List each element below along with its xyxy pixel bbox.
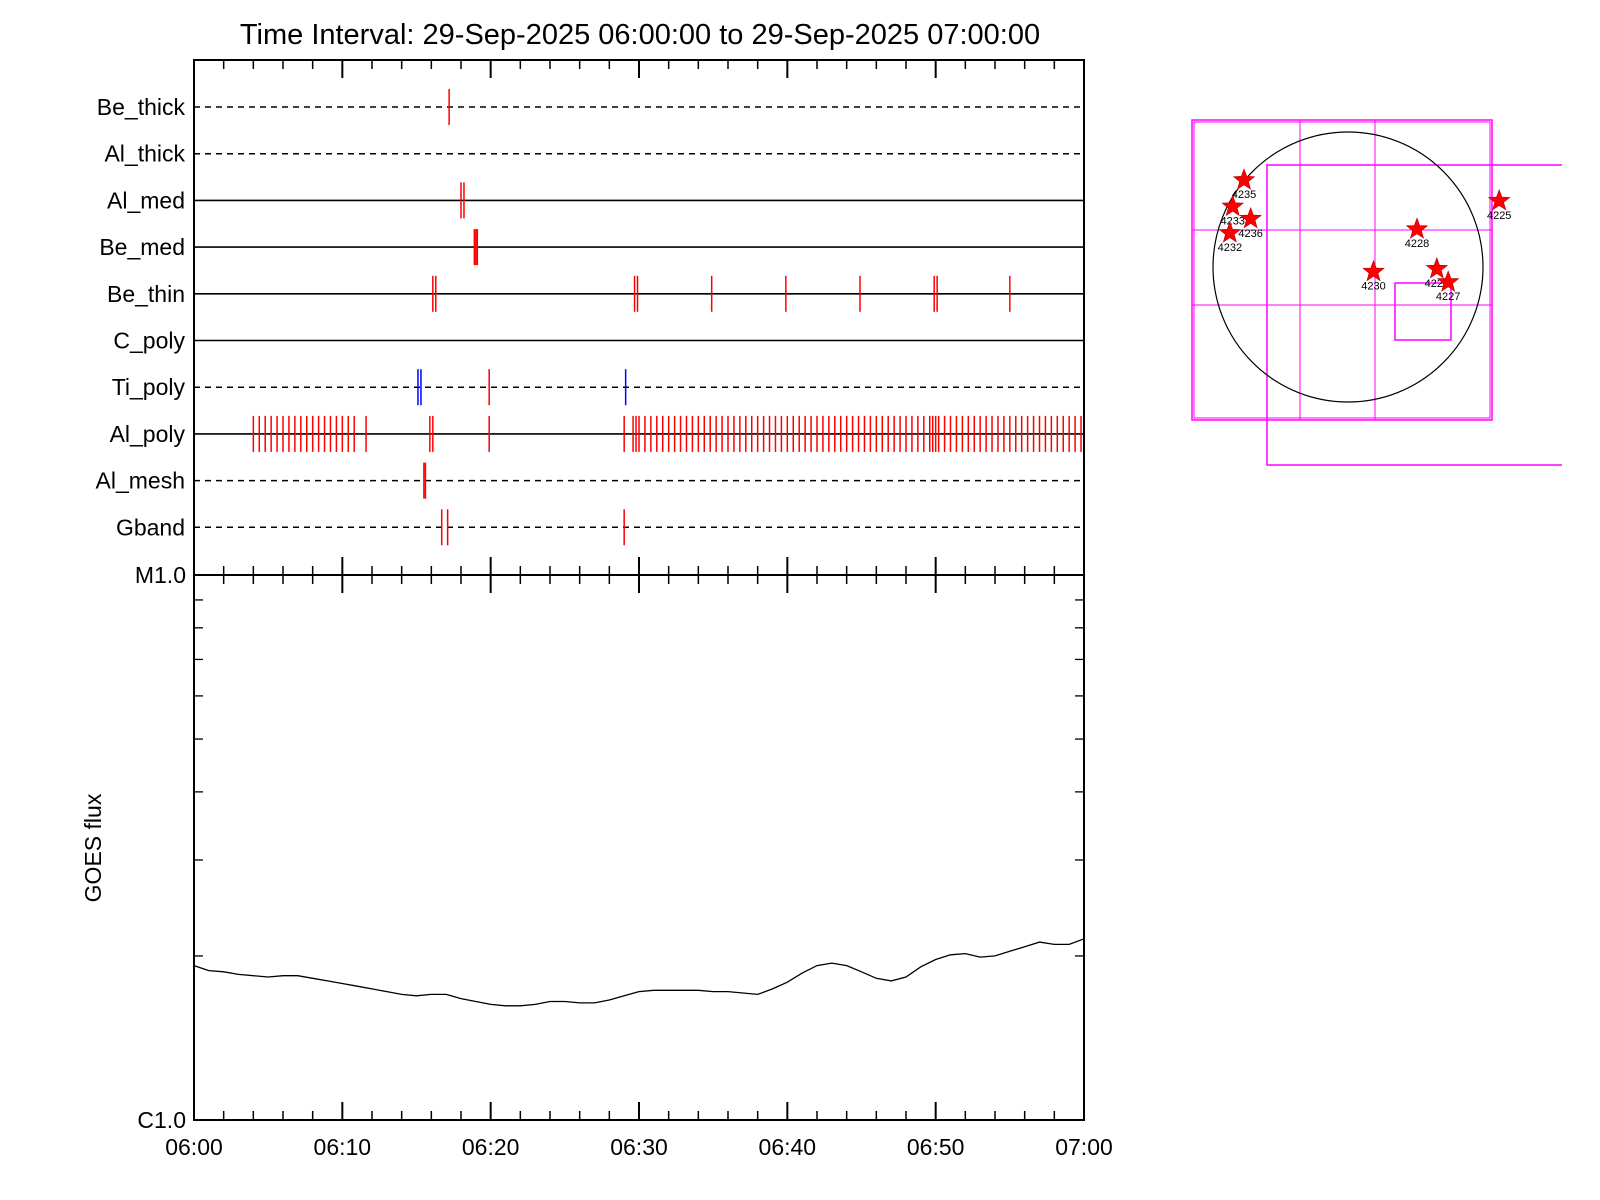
raster-panel: Be_thick Al_thick Al_med Be_med Be_thin C_pol… bbox=[96, 59, 1085, 576]
raster-row-labels: Be_thick Al_thick Al_med Be_med Be_thin C_pol… bbox=[96, 94, 186, 540]
region-star bbox=[1221, 194, 1245, 217]
map-box-small bbox=[1394, 282, 1452, 341]
row-label-Be_thin: Be_thin bbox=[107, 281, 185, 307]
region-label: 4225 bbox=[1487, 210, 1511, 222]
flux-panel: 06:00 06:10 06:20 06:30 06:40 06:50 07:00 C1.0… bbox=[80, 562, 1113, 1160]
flux-y-axis-label: GOES flux bbox=[80, 793, 106, 902]
region-label: 4230 bbox=[1361, 281, 1385, 293]
x-tick-label: 06:40 bbox=[759, 1134, 817, 1160]
raster-ticks bbox=[193, 60, 1085, 575]
x-tick-label: 06:10 bbox=[314, 1134, 372, 1160]
row-label-Be_med: Be_med bbox=[99, 234, 185, 260]
flux-ticks bbox=[193, 575, 1085, 1120]
region-star bbox=[1218, 221, 1242, 243]
x-tick-label: 06:20 bbox=[462, 1134, 520, 1160]
x-tick-label: 06:00 bbox=[165, 1134, 223, 1160]
map-box-offset bbox=[1266, 164, 1562, 466]
region-star bbox=[1436, 270, 1460, 292]
solar-limb bbox=[1212, 131, 1484, 403]
flux-frame bbox=[193, 574, 1085, 1121]
x-tick-label: 06:30 bbox=[610, 1134, 668, 1160]
map-box-full bbox=[1191, 119, 1493, 421]
flux-x-tick-labels: 06:00 06:10 06:20 06:30 06:40 06:50 07:00 bbox=[165, 1134, 1113, 1160]
row-label-Al_mesh: Al_mesh bbox=[96, 468, 185, 494]
row-label-Al_med: Al_med bbox=[107, 187, 185, 213]
goes-flux-line bbox=[193, 938, 1085, 1007]
region-star bbox=[1405, 217, 1429, 239]
region-label: 4232 bbox=[1218, 242, 1242, 254]
region-label: 4236 bbox=[1238, 228, 1262, 240]
x-tick-label: 06:50 bbox=[907, 1134, 965, 1160]
region-label: 4233 bbox=[1220, 216, 1244, 228]
y-tick-label: M1.0 bbox=[135, 562, 186, 588]
row-label-Al_poly: Al_poly bbox=[110, 421, 186, 447]
x-tick-label: 07:00 bbox=[1055, 1134, 1113, 1160]
y-tick-label: C1.0 bbox=[137, 1107, 186, 1133]
row-label-Al_thick: Al_thick bbox=[104, 141, 185, 167]
flux-y-tick-labels: C1.0 M1.0 bbox=[135, 562, 186, 1133]
region-label: 4235 bbox=[1232, 189, 1256, 201]
row-label-Ti_poly: Ti_poly bbox=[112, 374, 186, 400]
region-star bbox=[1487, 189, 1511, 211]
raster-row-lines bbox=[194, 106, 1084, 529]
region-star bbox=[1362, 259, 1385, 282]
row-label-Gband: Gband bbox=[116, 514, 185, 540]
row-label-C_poly: C_poly bbox=[113, 328, 185, 354]
map-box-outer bbox=[1193, 121, 1491, 419]
chart-title: Time Interval: 29-Sep-2025 06:00:00 to 2… bbox=[240, 19, 1040, 51]
region-star bbox=[1232, 168, 1256, 190]
region-star bbox=[1425, 257, 1449, 279]
raster-frame bbox=[193, 59, 1085, 576]
raster-events bbox=[252, 89, 1082, 546]
region-label: 4227 bbox=[1436, 291, 1460, 303]
region-label: 4228 bbox=[1405, 238, 1429, 250]
region-star bbox=[1239, 206, 1262, 229]
row-label-Be_thick: Be_thick bbox=[97, 94, 186, 120]
